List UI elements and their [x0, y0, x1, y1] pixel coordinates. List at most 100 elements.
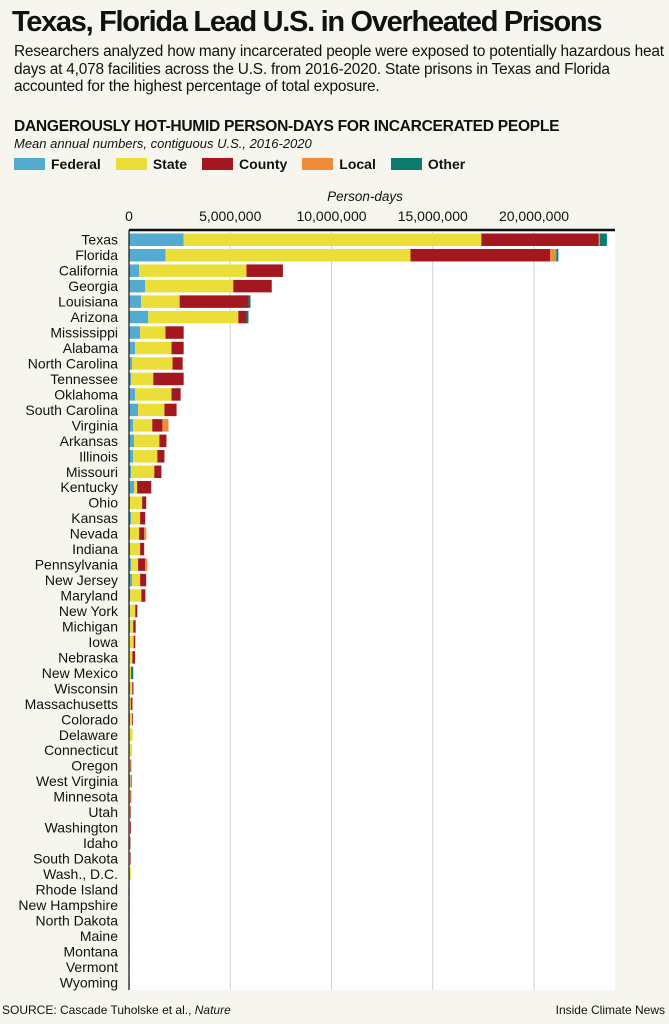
y-category-label: Louisiana: [58, 294, 118, 310]
bar-segment-county: [133, 635, 136, 649]
bar-segment-state: [130, 774, 131, 788]
bar-segment-county: [131, 666, 132, 680]
bar-segment-state: [129, 697, 131, 711]
bar-segment-other: [131, 666, 134, 680]
legend-item-local: Local: [302, 156, 376, 172]
bar-segment-state: [130, 496, 143, 509]
bar-segment-federal: [129, 573, 133, 587]
bar-segment-local: [550, 248, 557, 262]
bar-segment-federal: [129, 264, 140, 277]
x-tick-label: 10,000,000: [296, 208, 366, 224]
legend-label-other: Other: [427, 156, 466, 172]
y-category-label: North Carolina: [28, 355, 118, 371]
bar-segment-state: [129, 867, 131, 881]
bar-segment-state: [145, 279, 234, 293]
legend-label-county: County: [239, 156, 288, 172]
credit: Inside Climate News: [555, 1003, 665, 1017]
bar-segment-federal: [129, 713, 131, 726]
bar-segment-county: [233, 279, 272, 293]
y-category-label: Montana: [64, 943, 119, 959]
y-category-label: Pennsylvania: [35, 557, 118, 573]
y-category-label: New Jersey: [45, 572, 118, 588]
bar-segment-county: [132, 651, 136, 664]
source-text: SOURCE: Cascade Tuholske et al.,: [2, 1003, 195, 1017]
bar-segment-state: [129, 743, 133, 757]
bar-segment-county: [157, 450, 165, 463]
y-category-label: Oregon: [71, 758, 118, 774]
y-category-label: Indiana: [72, 541, 118, 557]
x-tick-label: 20,000,000: [499, 208, 569, 224]
bar-segment-local: [145, 558, 148, 571]
y-category-label: Utah: [88, 804, 118, 820]
bar-segment-county: [138, 558, 146, 571]
y-category-label: Wyoming: [60, 974, 118, 990]
bar-segment-federal: [129, 279, 146, 293]
source-journal: Nature: [194, 1003, 231, 1017]
bar-segment-other: [248, 295, 251, 308]
bar-segment-county: [171, 388, 181, 401]
bar-segment-county: [153, 372, 184, 386]
legend-item-county: County: [202, 156, 287, 172]
y-category-label: Missouri: [66, 464, 118, 480]
bar-segment-state: [131, 372, 154, 386]
y-category-label: South Dakota: [33, 851, 118, 867]
y-category-label: West Virginia: [36, 773, 118, 789]
bar-segment-federal: [129, 326, 141, 339]
stacked-bar-chart: 0 5,000,000 10,000,000 15,000,000 20,000,000…: [18, 189, 615, 990]
y-category-label: Tennessee: [50, 371, 118, 387]
bar-segment-other: [599, 233, 607, 246]
y-category-label: Connecticut: [44, 742, 118, 758]
bar-segment-federal: [129, 774, 131, 788]
bar-segment-federal: [129, 419, 134, 432]
legend-label-state: State: [152, 156, 188, 172]
bar-segment-county: [142, 496, 147, 509]
bar-segment-county: [238, 310, 247, 324]
bar-segment-county: [132, 682, 134, 695]
bar-segment-county: [481, 233, 599, 246]
bar-segment-local: [162, 419, 169, 432]
bar-segment-county: [130, 759, 132, 772]
bar-segment-state: [131, 511, 141, 525]
bar-segment-federal: [129, 434, 135, 448]
bar-segment-county: [130, 805, 131, 819]
legend-swatch-other: [390, 158, 422, 170]
bar-segment-state: [129, 852, 131, 865]
bar-segment-state: [183, 233, 482, 246]
bar-segment-state: [129, 821, 131, 834]
bar-segment-federal: [129, 620, 131, 633]
legend-swatch-state: [115, 158, 147, 170]
bar-segment-state: [165, 248, 411, 262]
bar-segment-state: [139, 264, 247, 277]
bar-segment-federal: [129, 604, 131, 618]
bar-segment-county: [132, 713, 133, 726]
y-category-label: Minnesota: [53, 789, 118, 805]
y-category-label: Washington: [45, 820, 118, 836]
x-tick-label: 15,000,000: [398, 208, 468, 224]
bar-segment-state: [135, 388, 172, 401]
bar-segment-federal: [129, 511, 132, 525]
bar-segment-county: [140, 542, 145, 556]
y-category-label: New York: [59, 603, 119, 619]
bar-segment-state: [130, 620, 134, 633]
bar-segment-state: [130, 542, 141, 556]
bar-segment-state: [129, 759, 131, 772]
legend-swatch-federal: [14, 158, 45, 170]
bar-segment-state: [134, 434, 160, 448]
bar-segment-state: [129, 790, 131, 803]
x-axis-title: Person-days: [327, 189, 403, 204]
bar-segment-county: [129, 836, 131, 850]
bar-segment-federal: [129, 310, 149, 324]
y-category-label: South Carolina: [25, 402, 118, 418]
intro-text: Researchers analyzed how many incarcerat…: [14, 43, 664, 95]
bar-segment-state: [135, 341, 172, 355]
bar-segment-county: [130, 852, 131, 865]
legend-swatch-local: [302, 158, 334, 170]
bar-segment-county: [130, 774, 132, 788]
bar-segment-state: [129, 728, 133, 742]
bar-segment-state: [129, 836, 131, 850]
y-category-label: New Mexico: [42, 665, 118, 681]
bar-segment-federal: [129, 558, 132, 571]
bar-segment-state: [132, 357, 173, 370]
y-category-label: Nevada: [70, 526, 118, 542]
legend: Federal State County Local Other: [14, 156, 480, 172]
